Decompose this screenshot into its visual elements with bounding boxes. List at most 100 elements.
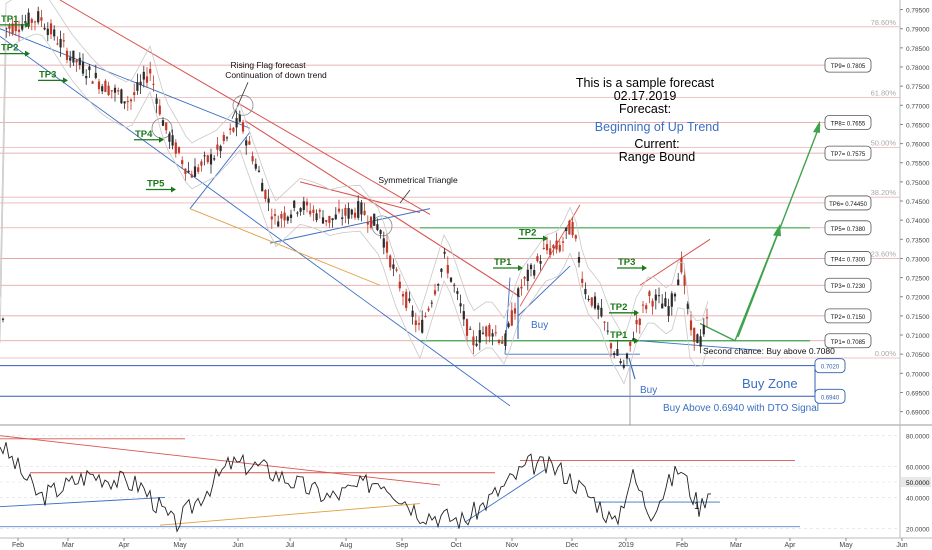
candle-body xyxy=(251,156,254,162)
annotation-pointer xyxy=(231,82,249,119)
candle-body xyxy=(174,142,177,154)
candle-body xyxy=(27,12,30,27)
candle-body xyxy=(488,324,491,337)
candle-body xyxy=(56,43,59,45)
candle-body xyxy=(280,213,283,219)
candle-body xyxy=(113,87,117,93)
time-tick-label: Apr xyxy=(785,542,797,549)
time-tick-label: Dec xyxy=(566,542,579,549)
trend-line xyxy=(189,208,381,286)
candle-body xyxy=(318,210,321,212)
time-tick-label: Jun xyxy=(896,542,907,549)
current-value: Range Bound xyxy=(619,150,696,164)
candle-body xyxy=(449,277,453,282)
price-tick-label: 0.79000 xyxy=(906,27,930,34)
tp-marker-label: TP2 xyxy=(1,43,18,54)
tp-box xyxy=(824,115,872,130)
candle-body xyxy=(565,227,568,232)
candle-body xyxy=(267,198,270,203)
candle-body xyxy=(504,333,507,346)
candle-body xyxy=(417,323,421,325)
buy-arrow xyxy=(628,357,636,380)
candle-body xyxy=(587,298,590,300)
osc-trendline xyxy=(159,503,421,526)
tp-marker-arrowhead xyxy=(63,77,68,84)
candle-body xyxy=(104,80,107,93)
candle-body xyxy=(638,318,641,326)
tp-marker-arrowhead xyxy=(25,21,30,28)
forecast-value: Beginning of Up Trend xyxy=(595,120,719,134)
candle-body xyxy=(17,29,21,32)
annotation-pointer xyxy=(399,189,411,204)
candle-body xyxy=(382,238,385,248)
pattern-circle xyxy=(151,117,173,139)
osc-tick-label: 20.0000 xyxy=(906,526,930,533)
price-tick-label: 0.69000 xyxy=(906,410,930,417)
forecast-date: 02.17.2019 xyxy=(614,89,677,103)
oscillator-line xyxy=(0,442,711,533)
candle-body xyxy=(411,310,414,317)
candle-body xyxy=(225,137,229,139)
price-tick-label: 0.77500 xyxy=(906,84,930,91)
candle-body xyxy=(232,127,235,132)
candle-body xyxy=(257,170,261,172)
candle-body xyxy=(424,316,427,318)
tp-marker-label: TP1 xyxy=(1,14,19,25)
candle-body xyxy=(622,364,625,368)
price-tick-label: 0.74000 xyxy=(906,218,930,225)
candle-body xyxy=(72,50,75,63)
zone-box-label: 0.7020 xyxy=(821,365,840,371)
candle-body xyxy=(107,85,110,95)
candle-body xyxy=(286,216,289,221)
candle-body xyxy=(481,332,485,334)
candle-body xyxy=(30,19,33,23)
price-tick-label: 0.72000 xyxy=(906,295,930,302)
candle-body xyxy=(363,210,366,215)
price-tick-label: 0.71500 xyxy=(906,314,930,321)
tp-marker-arrowhead xyxy=(634,337,639,344)
candle-body xyxy=(62,40,65,42)
candle-body xyxy=(478,330,481,343)
candle-body xyxy=(494,332,497,334)
pattern-circle xyxy=(232,94,254,116)
candle-body xyxy=(209,154,213,165)
tp-marker-label: TP2 xyxy=(519,228,536,239)
candle-body xyxy=(94,72,97,78)
zone-box-label: 0.6940 xyxy=(821,395,840,401)
candle-body xyxy=(46,28,49,35)
candle-body xyxy=(609,343,613,349)
osc-trendline xyxy=(0,496,166,508)
candle-body xyxy=(53,29,56,37)
price-tick-label: 0.73500 xyxy=(906,237,930,244)
price-tick-label: 0.77000 xyxy=(906,103,930,110)
zone-box xyxy=(814,388,846,404)
candle-body xyxy=(392,264,395,269)
tp-marker-arrowhead xyxy=(642,265,647,272)
candle-body xyxy=(353,212,357,218)
oscillator-marker: 1 xyxy=(694,501,700,512)
price-tick-label: 0.73000 xyxy=(906,256,930,263)
fib-label: 78.60% xyxy=(871,18,897,27)
candle-body xyxy=(590,297,593,306)
candle-body xyxy=(629,341,632,346)
time-tick-label: Aug xyxy=(340,542,353,549)
tp-box xyxy=(824,308,872,324)
candle-body xyxy=(577,256,581,263)
candle-body xyxy=(440,268,443,272)
candle-body xyxy=(491,333,494,337)
fib-label: 0.00% xyxy=(875,349,897,358)
candle-body xyxy=(654,294,657,301)
candle-body xyxy=(200,161,203,166)
tp-marker-arrowhead xyxy=(518,265,523,272)
candle-body xyxy=(510,310,513,326)
candle-body xyxy=(213,158,216,160)
candle-body xyxy=(21,24,24,30)
candle-body xyxy=(485,326,488,337)
tp-marker-arrowhead xyxy=(159,136,164,143)
buy-label-2: Buy xyxy=(640,385,657,396)
tp-box-label: TP4= 0.7300 xyxy=(831,257,866,263)
candle-body xyxy=(430,302,433,304)
candle-body xyxy=(203,155,206,157)
